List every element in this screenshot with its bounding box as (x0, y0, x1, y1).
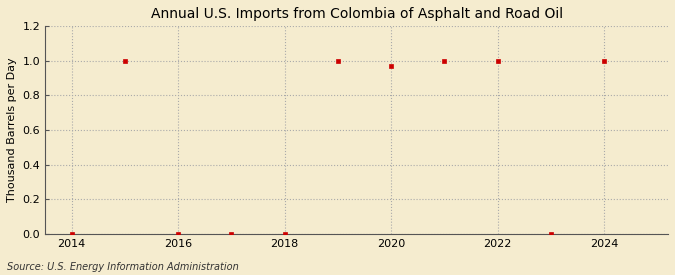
Y-axis label: Thousand Barrels per Day: Thousand Barrels per Day (7, 58, 17, 202)
Title: Annual U.S. Imports from Colombia of Asphalt and Road Oil: Annual U.S. Imports from Colombia of Asp… (151, 7, 563, 21)
Text: Source: U.S. Energy Information Administration: Source: U.S. Energy Information Administ… (7, 262, 238, 272)
